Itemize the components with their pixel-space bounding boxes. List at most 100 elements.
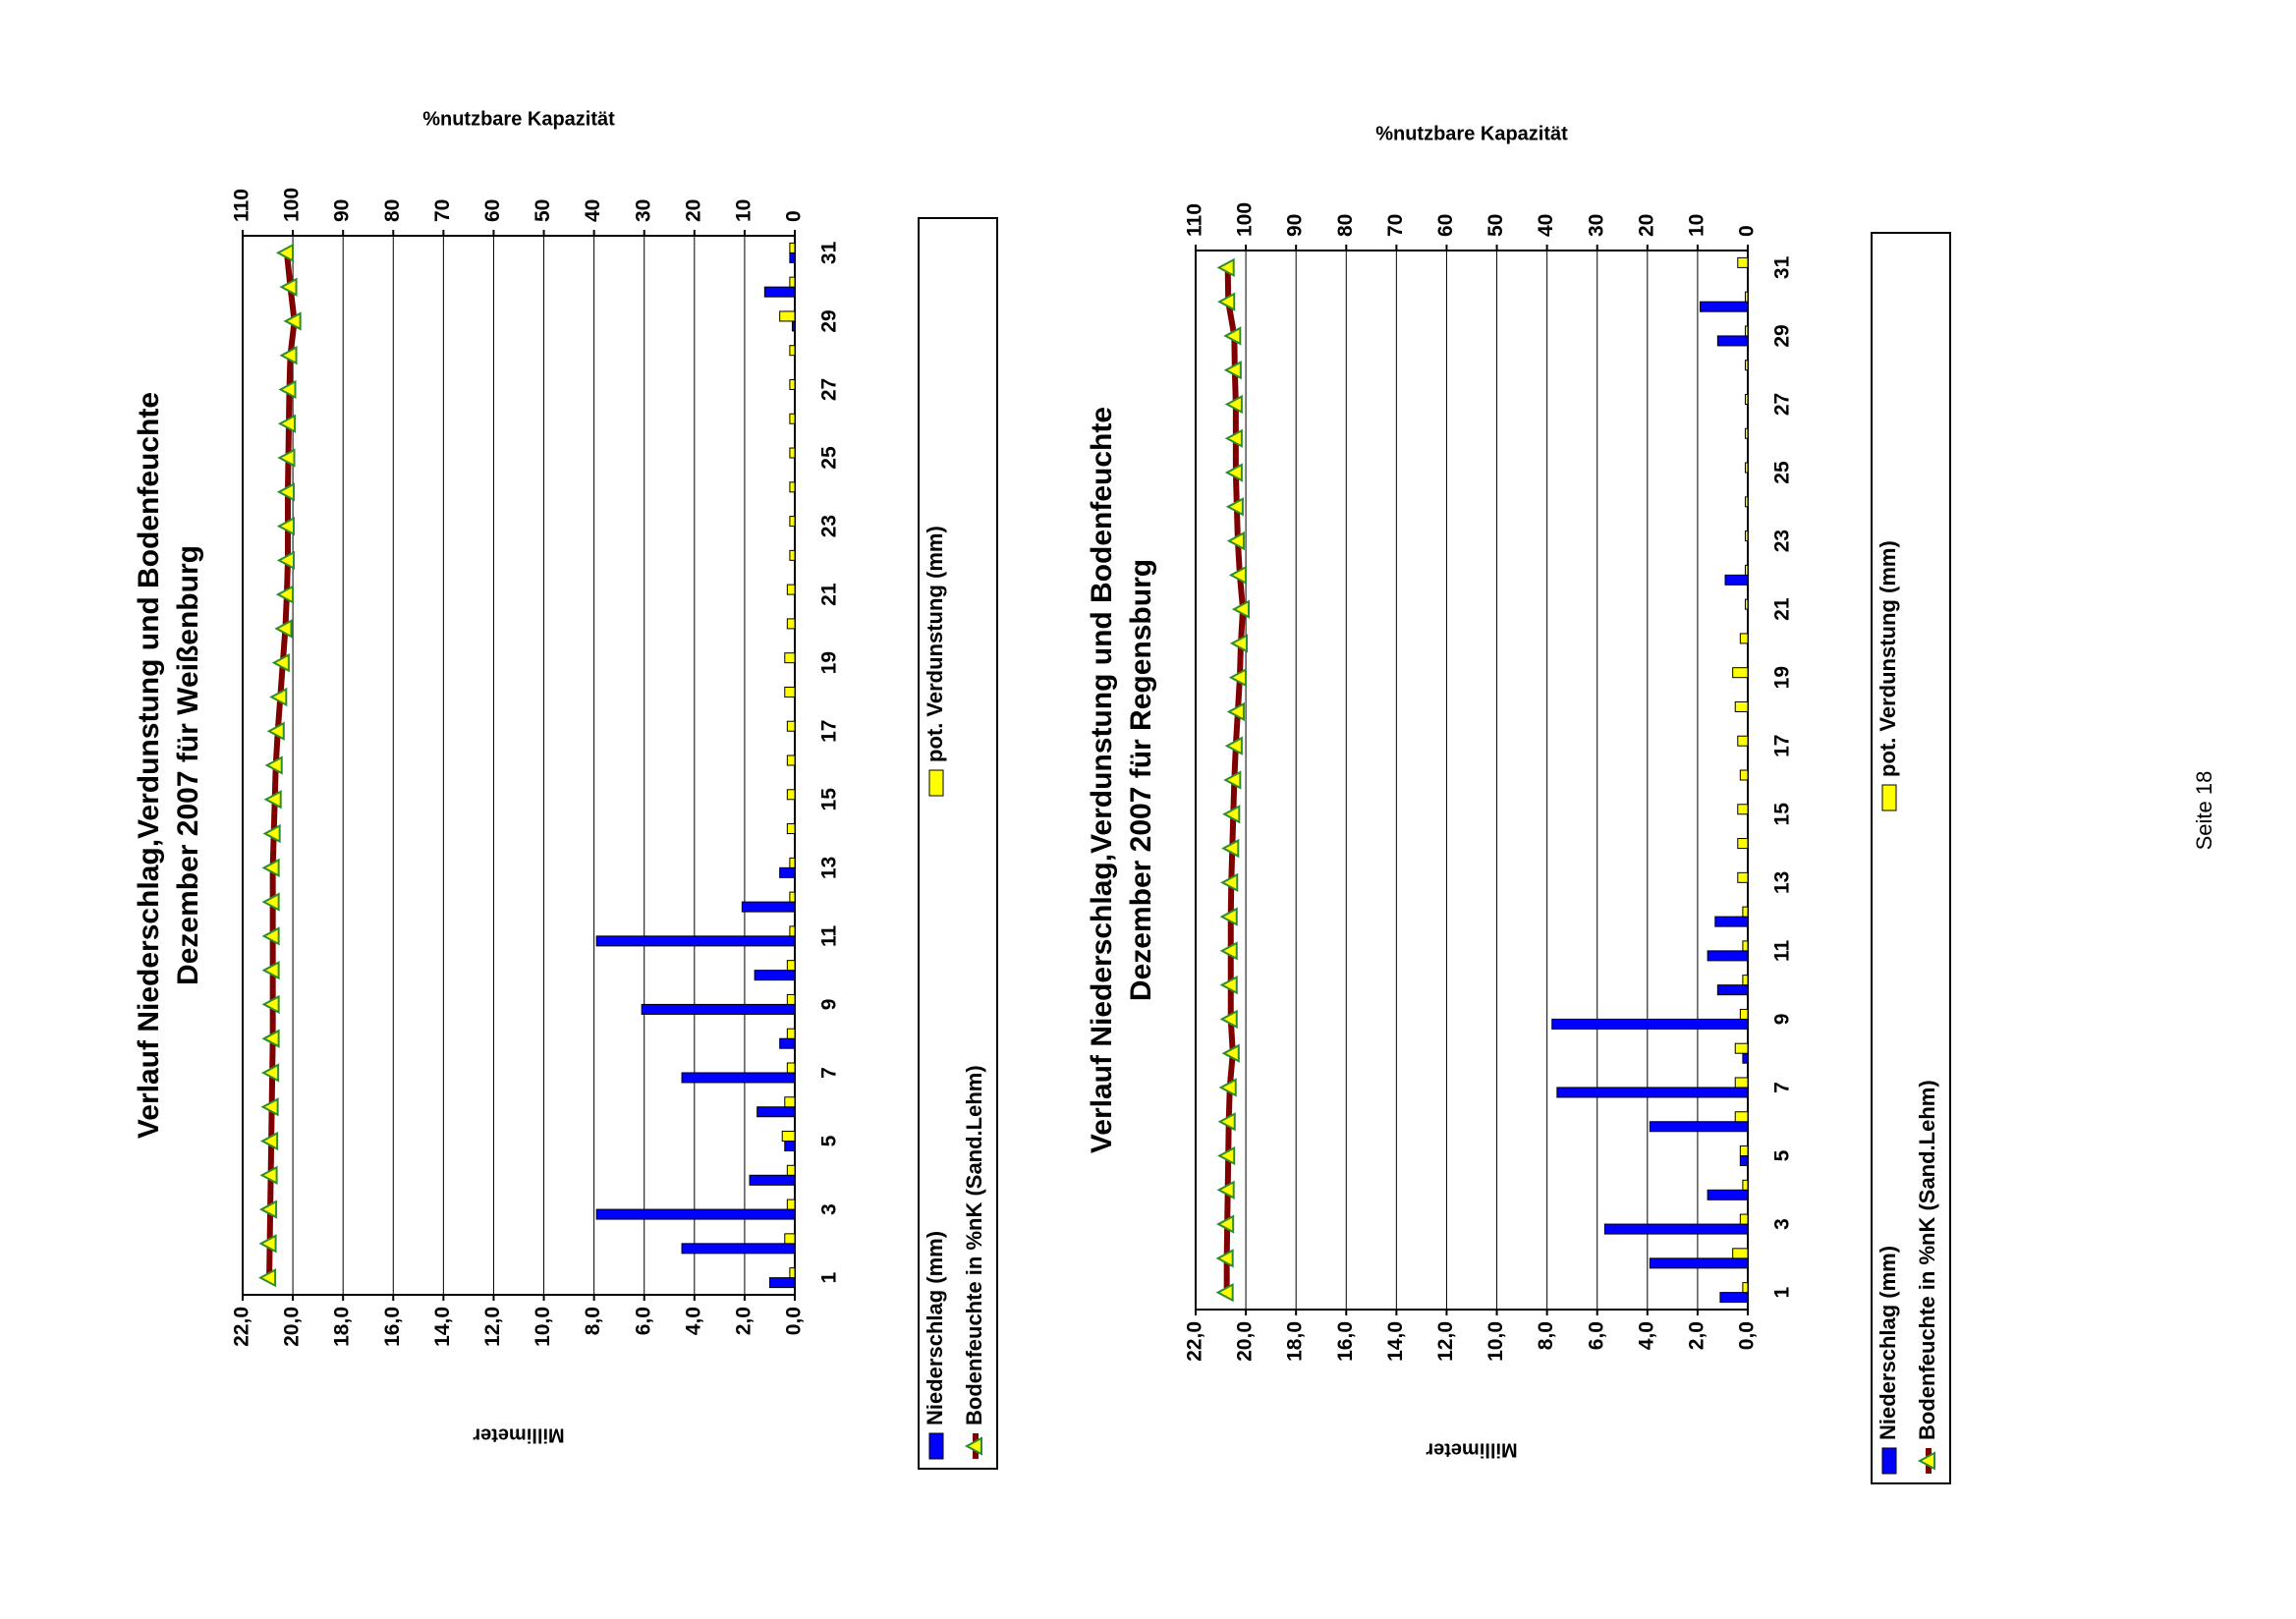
bar [1744, 393, 1749, 405]
line-marker [276, 516, 295, 536]
y2-tick-label: 90 [1284, 214, 1307, 237]
bar [1732, 1248, 1749, 1259]
line-marker [1217, 1145, 1236, 1166]
line-marker [261, 892, 280, 912]
line-marker [271, 653, 290, 673]
y-tick-label: 22,0 [231, 1307, 253, 1347]
bar [784, 686, 796, 698]
bar [789, 447, 796, 459]
line-marker [1219, 907, 1238, 926]
y2-tick-label: 0 [1736, 225, 1759, 237]
legend [918, 217, 998, 1470]
line-marker [1219, 1009, 1238, 1030]
y2-tick-label: 20 [682, 199, 704, 222]
line-marker [259, 1131, 279, 1151]
y2-axis-title: %nutzbare Kapazität [422, 108, 615, 130]
line-marker [1226, 530, 1245, 551]
line-marker [283, 311, 302, 331]
y2-tick-label: 10 [1685, 214, 1708, 237]
bar [789, 857, 796, 868]
y-tick-label: 0,0 [783, 1307, 806, 1335]
chart-title: Verlauf Niederschlag,Verdunstung und Bod… [133, 392, 165, 1139]
bar [1744, 530, 1749, 542]
bar [1744, 325, 1749, 337]
line-marker [266, 721, 285, 741]
bar [789, 481, 796, 493]
plot-area [242, 235, 796, 1296]
y-tick-label: 20,0 [281, 1307, 304, 1347]
line-marker [1218, 1078, 1237, 1097]
bar [1649, 1121, 1749, 1133]
line-marker [279, 277, 298, 297]
bar [1737, 804, 1749, 815]
bar [1742, 906, 1749, 918]
bar [786, 1028, 796, 1039]
legend-label: Niederschlag (mm) [1876, 1246, 1900, 1440]
y-tick-label: 22,0 [1184, 1321, 1206, 1362]
line-marker [1225, 497, 1244, 517]
bar [784, 1233, 796, 1245]
line-marker [259, 1165, 278, 1185]
bar [789, 925, 796, 937]
y2-tick-label: 110 [231, 189, 253, 222]
line-marker [1216, 1214, 1235, 1234]
bar [681, 1072, 796, 1084]
line-marker [1223, 361, 1242, 380]
y-tick-label: 20,0 [1234, 1321, 1257, 1362]
y-tick-label: 0,0 [1736, 1321, 1759, 1350]
line-marker [261, 960, 280, 980]
line-marker [1219, 975, 1238, 995]
y2-tick-label: 40 [582, 199, 604, 222]
y-tick-label: 14,0 [431, 1307, 454, 1347]
y2-tick-label: 10 [732, 199, 755, 222]
y-tick-label: 16,0 [381, 1307, 404, 1347]
y-tick-label: 12,0 [1434, 1321, 1457, 1362]
bar [1739, 633, 1749, 644]
bar [1707, 1189, 1749, 1200]
y-tick-label: 6,0 [1585, 1321, 1607, 1350]
bar [1744, 598, 1749, 610]
line-marker [275, 243, 294, 263]
y-tick-label: 10,0 [532, 1307, 554, 1347]
bar [784, 652, 796, 664]
bar [786, 960, 796, 972]
y-tick-label: 8,0 [582, 1307, 604, 1335]
y-tick-label: 2,0 [1685, 1321, 1708, 1350]
y2-tick-label: 0 [783, 210, 806, 222]
x-tick-label: 25 [1771, 461, 1794, 484]
legend-label: pot. Verdunstung (mm) [923, 526, 947, 762]
bar [786, 1164, 796, 1176]
x-tick-label: 9 [1771, 1014, 1794, 1026]
legend-swatch-marker [1917, 1451, 1935, 1471]
bar [749, 1174, 796, 1186]
line-marker [269, 687, 288, 707]
line-marker [1220, 872, 1239, 892]
x-tick-label: 19 [818, 651, 841, 674]
y-tick-label: 2,0 [732, 1307, 755, 1335]
x-tick-label: 11 [1771, 939, 1794, 962]
y-tick-label: 12,0 [481, 1307, 504, 1347]
legend-swatch [928, 769, 944, 797]
bar [784, 1141, 796, 1152]
y2-tick-label: 100 [1234, 202, 1257, 237]
bar [1742, 1052, 1749, 1064]
x-tick-label: 5 [1771, 1149, 1794, 1161]
legend-swatch [1881, 784, 1897, 811]
line-marker [274, 619, 293, 639]
line-marker [1217, 1112, 1236, 1132]
x-tick-label: 9 [818, 999, 841, 1011]
line-marker [1224, 394, 1243, 415]
bar [786, 754, 796, 766]
bar [1734, 1077, 1749, 1089]
bar [779, 866, 796, 878]
bar [789, 251, 796, 263]
y2-tick-label: 70 [431, 199, 454, 222]
chart-subtitle: Dezember 2007 für Weißenburg [172, 545, 204, 985]
line-marker [1228, 565, 1247, 586]
y-axis-title: Millimeter [1426, 1439, 1518, 1461]
x-tick-label: 1 [818, 1271, 841, 1283]
y2-tick-label: 40 [1535, 214, 1557, 237]
y2-tick-label: 80 [1334, 214, 1357, 237]
chart: Verlauf Niederschlag,Verdunstung und Bod… [1086, 123, 1951, 1484]
bar [789, 1267, 796, 1279]
